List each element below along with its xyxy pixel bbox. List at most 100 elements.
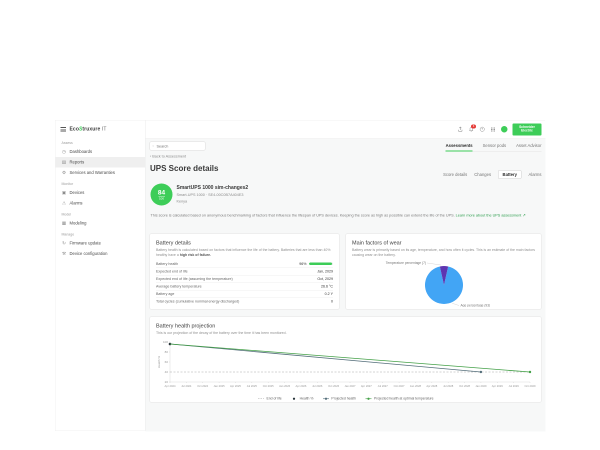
battery-details-description-text: Battery health is calculated based on fa…: [156, 248, 331, 257]
device-configuration-icon: ⚒: [61, 250, 67, 256]
bell-icon[interactable]: 3: [468, 124, 476, 132]
brand-prefix: Eco: [69, 126, 79, 132]
health-bar: [309, 262, 333, 266]
svg-text:Apr 2028: Apr 2028: [426, 384, 437, 388]
apps-grid-icon[interactable]: [490, 126, 496, 132]
legend-item-projected-health: Projected health: [322, 397, 356, 400]
search-box[interactable]: [149, 141, 206, 151]
battery-detail-row-battery-health: Battery health 96%: [156, 260, 333, 268]
svg-text:Jul 2024: Jul 2024: [181, 384, 192, 388]
tab-alarms[interactable]: Alarms: [528, 172, 542, 177]
help-icon[interactable]: ?: [479, 126, 485, 132]
search-icon: [152, 145, 154, 147]
pie-label-age: Age percentage (93): [461, 303, 491, 307]
svg-text:Jan 2029: Jan 2029: [475, 384, 487, 388]
sidebar-item-label: Dashboards: [69, 149, 93, 155]
sidebar-item-services-and-warranties[interactable]: ⚙ Services and Warranties: [56, 167, 146, 178]
sidebar-item-modeling[interactable]: ▦ Modeling: [56, 218, 146, 229]
notification-badge: 3: [471, 124, 476, 129]
row-label: Expected end of life (assuming the tempe…: [156, 276, 233, 282]
schneider-logo-line2: Electric: [521, 128, 533, 133]
svg-text:Jul 2027: Jul 2027: [378, 384, 389, 388]
wear-factors-title: Main factors of wear: [352, 240, 402, 246]
battery-details-rows: Battery health 96% Expected end of life Jan…: [156, 260, 333, 305]
svg-text:Jul 2028: Jul 2028: [443, 384, 454, 388]
share-icon[interactable]: [457, 126, 463, 132]
svg-text:40: 40: [165, 370, 169, 374]
brand-glyph: S: [78, 126, 83, 132]
tab-changes[interactable]: Changes: [474, 172, 492, 177]
sidebar-item-label: Firmware update: [69, 240, 101, 246]
row-value: 26.6 °C: [320, 284, 333, 289]
brand-it: IT: [100, 126, 107, 132]
health-projection-title: Battery health projection: [156, 323, 216, 329]
sidebar-item-devices[interactable]: ▣ Devices: [56, 187, 146, 198]
row-label: Total cycles (cumulative nominal energy …: [156, 299, 240, 304]
sidebar-item-label: Reports: [69, 159, 85, 165]
sidebar-item-firmware-update[interactable]: ↻ Firmware update: [56, 238, 146, 249]
primary-tabs: Assessments Sensor pods Asset Advisor: [445, 143, 542, 152]
menu-icon[interactable]: [60, 126, 66, 132]
health-projection-card: Battery health projection This is our pr…: [149, 316, 542, 403]
svg-text:Jan 2026: Jan 2026: [279, 384, 291, 388]
sidebar-section-model: Model: [61, 212, 72, 217]
legend-item-health: Health %: [291, 397, 313, 400]
battery-detail-row-expected-end-of-life: Expected end of life Jan, 2029: [156, 268, 333, 276]
sidebar: EcoStruxure IT Assess ◷ Dashboards ▤ Reports…: [55, 120, 146, 431]
row-label: Battery age: [156, 291, 175, 297]
user-avatar[interactable]: [501, 126, 508, 133]
row-value: Oct, 2029: [317, 276, 333, 282]
sidebar-item-reports[interactable]: ▤ Reports: [55, 156, 145, 168]
sidebar-item-label: Alarms: [69, 200, 83, 206]
row-label: Average battery temperature: [156, 284, 202, 289]
sidebar-item-alarms[interactable]: ⚠ Alarms: [56, 198, 146, 209]
breadcrumb[interactable]: ‹ Back to Assessment: [150, 154, 187, 159]
health-projection-chart: 20 40 60 80 100 Health % Apr 2024 Jul 2024 Oct 2…: [157, 340, 536, 388]
svg-text:Apr 2024: Apr 2024: [165, 384, 176, 388]
sidebar-item-dashboards[interactable]: ◷ Dashboards: [56, 146, 146, 157]
svg-text:Oct 2025: Oct 2025: [263, 384, 274, 388]
y-axis-label: Health %: [157, 355, 161, 368]
svg-text:Jan 2027: Jan 2027: [344, 384, 356, 388]
battery-detail-row-expected-end-of-life-assuming-the-temperature: Expected end of life (assuming the tempe…: [156, 275, 333, 283]
score-badge: 84 100: [150, 183, 173, 206]
brand-logo: EcoStruxure IT: [70, 126, 107, 132]
tab-sensor-pods[interactable]: Sensor pods: [482, 143, 507, 148]
tab-battery[interactable]: Battery: [498, 170, 522, 179]
svg-text:Apr 2025: Apr 2025: [230, 384, 241, 388]
row-label: Expected end of life: [156, 269, 188, 274]
brand-suffix: truxure: [82, 126, 101, 132]
schneider-electric-logo[interactable]: Schneider Electric: [512, 123, 542, 136]
svg-text:Jul 2025: Jul 2025: [247, 384, 258, 388]
services-icon: ⚙: [61, 169, 67, 175]
reports-icon: ▤: [61, 159, 67, 165]
battery-details-description-bold: high risk of failure.: [179, 253, 212, 257]
page-title: UPS Score details: [150, 164, 219, 173]
search-input[interactable]: [155, 143, 203, 149]
modeling-icon: ▦: [61, 220, 67, 226]
battery-details-card: Battery details Battery health is calcul…: [149, 233, 340, 310]
tab-score-details[interactable]: Score details: [443, 172, 468, 177]
score-description-text: This score is calculated based on anonym…: [150, 212, 456, 218]
legend-item-projected-health-at-optimal-temperature: Projected health at optimal temperature: [365, 397, 433, 400]
battery-detail-row-average-battery-temperature: Average battery temperature 26.6 °C: [156, 283, 333, 291]
schneider-logo-line1: Schneider: [519, 125, 535, 129]
tab-asset-advisor[interactable]: Asset Advisor: [516, 143, 542, 148]
wear-factors-description: Battery wear is primarily based on its a…: [352, 248, 535, 257]
secondary-tabs: Score details Changes Battery Alarms: [443, 170, 542, 179]
sidebar-section-monitor: Monitor: [61, 182, 74, 186]
battery-details-title: Battery details: [156, 240, 191, 246]
svg-text:Jan 2025: Jan 2025: [214, 384, 226, 388]
sidebar-section-assess: Assess: [61, 141, 73, 145]
sidebar-nav: Assess ◷ Dashboards ▤ Reports ⚙ Services and W…: [55, 137, 146, 259]
svg-text:?: ?: [481, 127, 483, 131]
svg-text:20: 20: [165, 380, 169, 384]
score-description: This score is calculated based on anonym…: [151, 213, 541, 218]
device-name: SmartUPS 1000 sim-changes2: [176, 185, 249, 191]
svg-text:80: 80: [165, 350, 169, 354]
tab-assessments[interactable]: Assessments: [445, 143, 473, 152]
sidebar-item-device-configuration[interactable]: ⚒ Device configuration: [56, 248, 146, 259]
row-value: Jan, 2029: [317, 269, 333, 274]
learn-more-link[interactable]: Learn more about the UPS assessment ↗: [455, 212, 526, 218]
score-max: 100: [158, 197, 164, 201]
